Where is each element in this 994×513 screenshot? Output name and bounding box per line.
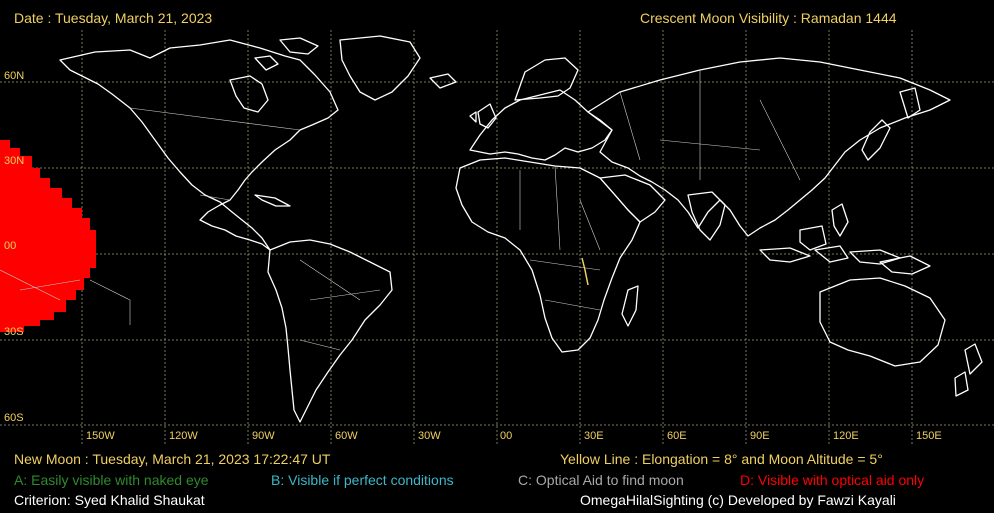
- iceland: [429, 73, 457, 89]
- lon-label-00: 00: [500, 430, 513, 442]
- lon-label-150e: 150E: [916, 430, 942, 442]
- new-zealand: [954, 343, 983, 397]
- lat-label-30s: 30S: [4, 326, 24, 338]
- japan: [861, 119, 891, 161]
- british-isles: [469, 103, 497, 129]
- scandinavia: [514, 57, 579, 101]
- graticule: [0, 30, 994, 445]
- visibility-zone-d: [0, 140, 96, 332]
- lon-label-30e: 30E: [584, 430, 604, 442]
- lat-label-60s: 60S: [4, 412, 24, 424]
- lon-label-150w: 150W: [86, 430, 115, 442]
- madagascar: [621, 285, 639, 327]
- criterion: Criterion: Syed Khalid Shaukat: [14, 492, 205, 508]
- legend-b: B: Visible if perfect conditions: [271, 472, 454, 488]
- coastlines: [59, 35, 983, 423]
- lon-label-30w: 30W: [418, 430, 441, 442]
- indonesia: [759, 245, 901, 265]
- australia-coast: [819, 277, 946, 367]
- europe-coast: [469, 89, 613, 161]
- new-guinea: [879, 255, 931, 275]
- legend-d: D: Visible with optical aid only: [740, 472, 925, 488]
- new-moon-time: New Moon : Tuesday, March 21, 2023 17:22…: [14, 451, 331, 467]
- sakhalin-kamchatka: [899, 87, 921, 119]
- lon-label-90e: 90E: [750, 430, 770, 442]
- lon-label-60e: 60E: [667, 430, 687, 442]
- lon-label-120w: 120W: [169, 430, 198, 442]
- country-borders: [0, 70, 801, 351]
- yellow-line-note: Yellow Line : Elongation = 8° and Moon A…: [560, 451, 883, 467]
- asia-coast: [587, 57, 951, 237]
- africa-coast: [455, 157, 641, 353]
- credit: OmegaHilalSighting (c) Developed by Fawz…: [580, 492, 896, 508]
- map-title: Crescent Moon Visibility : Ramadan 1444: [640, 10, 897, 26]
- lon-label-60w: 60W: [335, 430, 358, 442]
- hudson-bay: [229, 75, 269, 113]
- lon-label-120e: 120E: [833, 430, 859, 442]
- cuba: [254, 194, 291, 207]
- lat-label-00: 00: [4, 240, 17, 252]
- yellow-line-elongation: [581, 257, 589, 286]
- lon-label-90w: 90W: [252, 430, 275, 442]
- legend-a: A: Easily visible with naked eye: [14, 472, 209, 488]
- greenland-coast: [339, 35, 421, 101]
- map-date: Date : Tuesday, March 21, 2023: [14, 10, 213, 26]
- legend-c: C: Optical Aid to find moon: [518, 472, 684, 488]
- arabian-peninsula: [599, 174, 666, 223]
- south-america-coast: [267, 239, 393, 423]
- north-america-coast: [59, 39, 339, 251]
- philippines: [831, 203, 849, 237]
- borneo: [799, 225, 827, 251]
- arctic-islands: [254, 37, 319, 71]
- india: [687, 191, 726, 241]
- lat-label-60n: 60N: [4, 70, 25, 82]
- lat-label-30n: 30N: [4, 155, 25, 167]
